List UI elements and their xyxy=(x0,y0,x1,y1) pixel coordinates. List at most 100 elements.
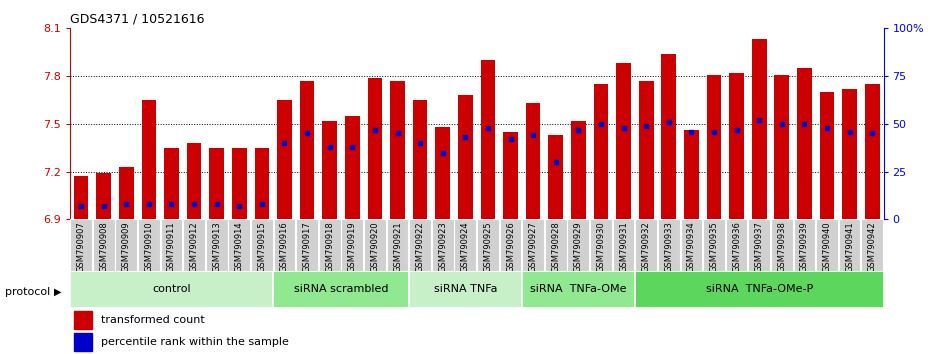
Text: siRNA TNFa: siRNA TNFa xyxy=(433,284,497,295)
FancyBboxPatch shape xyxy=(93,219,114,271)
Text: GSM790911: GSM790911 xyxy=(167,221,176,272)
FancyBboxPatch shape xyxy=(522,271,635,308)
Text: GSM790912: GSM790912 xyxy=(190,221,199,272)
Bar xyxy=(707,75,722,219)
Text: GSM790941: GSM790941 xyxy=(845,221,854,272)
Bar xyxy=(593,84,608,219)
FancyBboxPatch shape xyxy=(749,219,770,271)
Bar xyxy=(97,173,111,219)
Bar xyxy=(639,81,654,219)
Text: GSM790931: GSM790931 xyxy=(619,221,628,272)
FancyBboxPatch shape xyxy=(861,219,884,271)
FancyBboxPatch shape xyxy=(793,219,816,271)
Text: control: control xyxy=(153,284,191,295)
FancyBboxPatch shape xyxy=(138,219,160,271)
FancyBboxPatch shape xyxy=(499,219,522,271)
FancyBboxPatch shape xyxy=(771,219,792,271)
FancyBboxPatch shape xyxy=(725,219,748,271)
FancyBboxPatch shape xyxy=(251,219,272,271)
FancyBboxPatch shape xyxy=(591,219,612,271)
FancyBboxPatch shape xyxy=(364,219,386,271)
FancyBboxPatch shape xyxy=(703,219,724,271)
FancyBboxPatch shape xyxy=(839,219,860,271)
Bar xyxy=(232,148,246,219)
Text: GSM790926: GSM790926 xyxy=(506,221,515,272)
Text: GSM790938: GSM790938 xyxy=(777,221,786,272)
FancyBboxPatch shape xyxy=(432,219,454,271)
Text: GSM790908: GSM790908 xyxy=(100,221,108,272)
Bar xyxy=(323,121,337,219)
FancyBboxPatch shape xyxy=(409,271,522,308)
Bar xyxy=(661,54,676,219)
Text: GSM790942: GSM790942 xyxy=(868,221,877,272)
FancyBboxPatch shape xyxy=(455,219,476,271)
Text: GSM790915: GSM790915 xyxy=(258,221,266,272)
Bar xyxy=(775,75,790,219)
FancyBboxPatch shape xyxy=(161,219,182,271)
Bar xyxy=(819,92,834,219)
Bar xyxy=(119,167,134,219)
Bar xyxy=(797,68,812,219)
Bar xyxy=(729,73,744,219)
Text: GSM790925: GSM790925 xyxy=(484,221,492,272)
Text: GSM790916: GSM790916 xyxy=(280,221,289,272)
Text: GSM790920: GSM790920 xyxy=(370,221,379,272)
FancyBboxPatch shape xyxy=(409,219,431,271)
Text: GSM790909: GSM790909 xyxy=(122,221,131,272)
FancyBboxPatch shape xyxy=(70,219,92,271)
Bar xyxy=(73,333,92,351)
FancyBboxPatch shape xyxy=(273,271,409,308)
Text: GSM790939: GSM790939 xyxy=(800,221,809,272)
FancyBboxPatch shape xyxy=(70,271,273,308)
FancyBboxPatch shape xyxy=(613,219,634,271)
FancyBboxPatch shape xyxy=(387,219,408,271)
Bar xyxy=(751,40,766,219)
FancyBboxPatch shape xyxy=(477,219,498,271)
Bar xyxy=(549,135,563,219)
Bar xyxy=(73,177,88,219)
Text: GSM790919: GSM790919 xyxy=(348,221,357,272)
Text: siRNA  TNFa-OMe: siRNA TNFa-OMe xyxy=(530,284,627,295)
FancyBboxPatch shape xyxy=(229,219,250,271)
Bar xyxy=(255,148,269,219)
Bar xyxy=(413,100,428,219)
FancyBboxPatch shape xyxy=(635,271,884,308)
Text: GSM790913: GSM790913 xyxy=(212,221,221,272)
Text: GSM790928: GSM790928 xyxy=(551,221,560,272)
FancyBboxPatch shape xyxy=(635,219,657,271)
FancyBboxPatch shape xyxy=(681,219,702,271)
Bar xyxy=(73,311,92,329)
Text: GSM790930: GSM790930 xyxy=(596,221,605,272)
Text: transformed count: transformed count xyxy=(100,315,205,325)
Text: GSM790910: GSM790910 xyxy=(144,221,153,272)
Text: siRNA  TNFa-OMe-P: siRNA TNFa-OMe-P xyxy=(706,284,813,295)
Bar xyxy=(277,100,292,219)
Text: GSM790907: GSM790907 xyxy=(76,221,86,272)
Bar xyxy=(164,148,179,219)
FancyBboxPatch shape xyxy=(115,219,137,271)
Text: percentile rank within the sample: percentile rank within the sample xyxy=(100,337,288,347)
Text: GSM790937: GSM790937 xyxy=(754,221,764,272)
Bar xyxy=(865,84,880,219)
Bar xyxy=(684,130,698,219)
Bar xyxy=(209,148,224,219)
Bar xyxy=(503,132,518,219)
Bar xyxy=(141,100,156,219)
FancyBboxPatch shape xyxy=(206,219,228,271)
Text: GSM790921: GSM790921 xyxy=(393,221,402,272)
Text: siRNA scrambled: siRNA scrambled xyxy=(294,284,388,295)
Text: GSM790917: GSM790917 xyxy=(302,221,312,272)
Text: GDS4371 / 10521616: GDS4371 / 10521616 xyxy=(70,13,205,26)
Bar xyxy=(391,81,405,219)
Bar xyxy=(187,143,202,219)
Bar xyxy=(345,116,360,219)
Text: GSM790927: GSM790927 xyxy=(528,221,538,272)
Bar xyxy=(617,63,631,219)
Bar xyxy=(843,89,857,219)
Text: GSM790929: GSM790929 xyxy=(574,221,583,272)
FancyBboxPatch shape xyxy=(297,219,318,271)
FancyBboxPatch shape xyxy=(183,219,205,271)
Bar xyxy=(435,127,450,219)
Text: GSM790935: GSM790935 xyxy=(710,221,719,272)
Text: GSM790924: GSM790924 xyxy=(461,221,470,272)
